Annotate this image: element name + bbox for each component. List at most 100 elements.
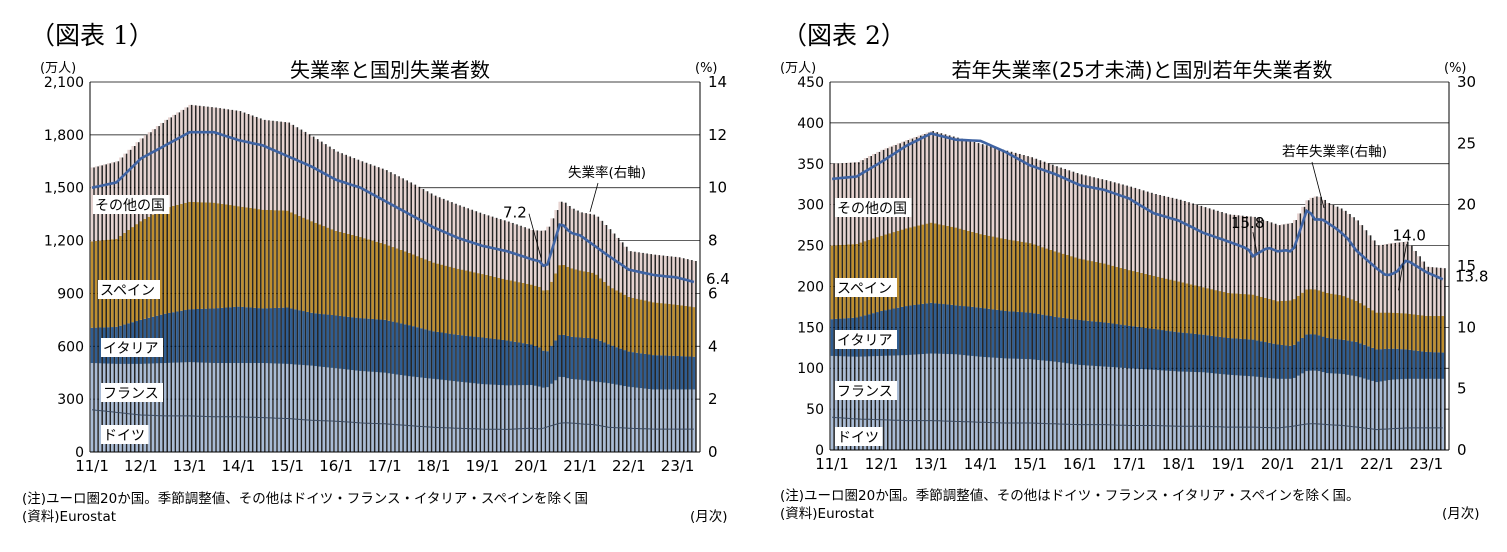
bar-segment-france bbox=[942, 353, 945, 421]
bar-gap bbox=[207, 106, 209, 453]
bar-segment-other bbox=[1288, 223, 1292, 301]
bar-segment-italy bbox=[1251, 339, 1255, 377]
bar-segment-spain bbox=[668, 304, 671, 356]
bar-segment-germany bbox=[1082, 424, 1086, 450]
bar-segment-italy bbox=[342, 316, 346, 370]
bar-segment-france bbox=[330, 367, 334, 422]
bar-segment-italy bbox=[359, 318, 362, 371]
bar-segment-germany bbox=[257, 417, 261, 452]
bar-gap bbox=[447, 200, 449, 452]
bar-segment-spain bbox=[1140, 272, 1143, 328]
bar-gap bbox=[1171, 197, 1174, 450]
bar-segment-italy bbox=[1420, 351, 1424, 379]
bar-segment-france bbox=[1132, 368, 1135, 426]
bar-segment-other bbox=[1247, 216, 1251, 295]
bar-segment-france bbox=[464, 382, 468, 429]
x-tick-label: 22/1 bbox=[612, 457, 646, 475]
bar-segment-other bbox=[1330, 204, 1333, 294]
bar-segment-germany bbox=[155, 415, 159, 452]
bar-segment-other bbox=[416, 186, 419, 257]
bar-segment-italy bbox=[578, 337, 582, 380]
bar-gap bbox=[386, 170, 388, 452]
bar-segment-germany bbox=[501, 429, 505, 452]
bar-segment-germany bbox=[1284, 427, 1288, 450]
bar-segment-germany bbox=[1185, 426, 1189, 450]
bar-segment-spain bbox=[574, 269, 578, 338]
bar-segment-germany bbox=[94, 410, 98, 452]
bar-segment-france bbox=[684, 389, 688, 430]
bar-gap bbox=[1138, 189, 1141, 450]
bar-segment-france bbox=[1210, 373, 1214, 427]
bar-segment-germany bbox=[1090, 424, 1094, 450]
bar-gap bbox=[936, 132, 939, 450]
bar-segment-italy bbox=[1358, 343, 1362, 378]
bar-segment-spain bbox=[184, 202, 187, 311]
bar-segment-other bbox=[684, 259, 688, 306]
bar-segment-france bbox=[355, 370, 358, 423]
bar-segment-italy bbox=[281, 307, 285, 364]
bar-gap bbox=[357, 159, 360, 452]
bar-segment-italy bbox=[90, 327, 94, 364]
bar-gap bbox=[459, 205, 461, 452]
bar-gap bbox=[1435, 267, 1438, 450]
bar-segment-italy bbox=[253, 307, 256, 364]
bar-segment-spain bbox=[94, 241, 98, 328]
bar-gap bbox=[1105, 180, 1108, 450]
bar-segment-italy bbox=[954, 305, 958, 355]
bar-segment-italy bbox=[1272, 343, 1275, 379]
bar-segment-italy bbox=[534, 345, 537, 386]
bar-segment-germany bbox=[660, 429, 663, 452]
bar-segment-spain bbox=[403, 251, 407, 325]
bar-segment-spain bbox=[529, 284, 533, 345]
bar-segment-germany bbox=[1189, 426, 1193, 450]
bar-segment-italy bbox=[351, 317, 354, 371]
bar-segment-italy bbox=[1276, 344, 1280, 379]
bar-segment-italy bbox=[273, 307, 277, 364]
bar-segment-italy bbox=[184, 310, 187, 363]
bar-segment-germany bbox=[1330, 424, 1333, 450]
bar-segment-germany bbox=[1292, 426, 1296, 450]
bar-segment-other bbox=[880, 149, 883, 236]
bar-segment-spain bbox=[367, 239, 370, 319]
bar-segment-italy bbox=[1115, 324, 1119, 368]
y-tick-label: 600 bbox=[57, 339, 84, 355]
bar-segment-italy bbox=[680, 356, 683, 390]
bar-segment-france bbox=[529, 385, 533, 429]
bar-segment-france bbox=[582, 380, 586, 425]
x-tick-label: 21/1 bbox=[1310, 455, 1344, 473]
bar-segment-italy bbox=[1292, 344, 1296, 378]
bar-segment-italy bbox=[261, 308, 265, 364]
bar-segment-france bbox=[627, 386, 631, 429]
bar-segment-spain bbox=[220, 203, 224, 308]
bar-segment-other bbox=[314, 139, 317, 223]
bar-segment-other bbox=[1259, 219, 1263, 297]
bar-segment-other bbox=[127, 149, 130, 230]
bar-segment-other bbox=[1379, 244, 1383, 313]
bar-segment-other bbox=[184, 107, 187, 203]
bar-segment-other bbox=[925, 132, 929, 224]
bar-segment-spain bbox=[999, 238, 1003, 311]
bar-segment-france bbox=[204, 362, 208, 417]
bar-gap bbox=[467, 208, 469, 452]
y2-tick-label: 10 bbox=[708, 179, 727, 197]
bar-segment-france bbox=[1012, 358, 1015, 424]
bar-gap bbox=[300, 129, 303, 453]
bar-segment-france bbox=[387, 373, 391, 425]
chart-source: (資料)Eurostat bbox=[780, 506, 875, 522]
bar-gap bbox=[1192, 203, 1194, 450]
bar-gap bbox=[211, 107, 213, 452]
bar-gap bbox=[1345, 210, 1347, 450]
bar-segment-france bbox=[1127, 368, 1131, 426]
bar-segment-other bbox=[962, 139, 966, 230]
bar-segment-germany bbox=[1239, 427, 1242, 450]
bar-segment-other bbox=[1429, 267, 1432, 316]
bar-gap bbox=[475, 211, 478, 452]
bar-segment-france bbox=[1169, 370, 1172, 427]
bar-segment-italy bbox=[1392, 348, 1395, 380]
bar-segment-germany bbox=[987, 422, 991, 450]
bar-segment-france bbox=[1425, 378, 1428, 428]
bar-segment-italy bbox=[950, 304, 954, 355]
bar-segment-spain bbox=[542, 290, 545, 351]
bar-segment-germany bbox=[497, 429, 500, 452]
figure-label: （図表 1） bbox=[30, 21, 154, 50]
